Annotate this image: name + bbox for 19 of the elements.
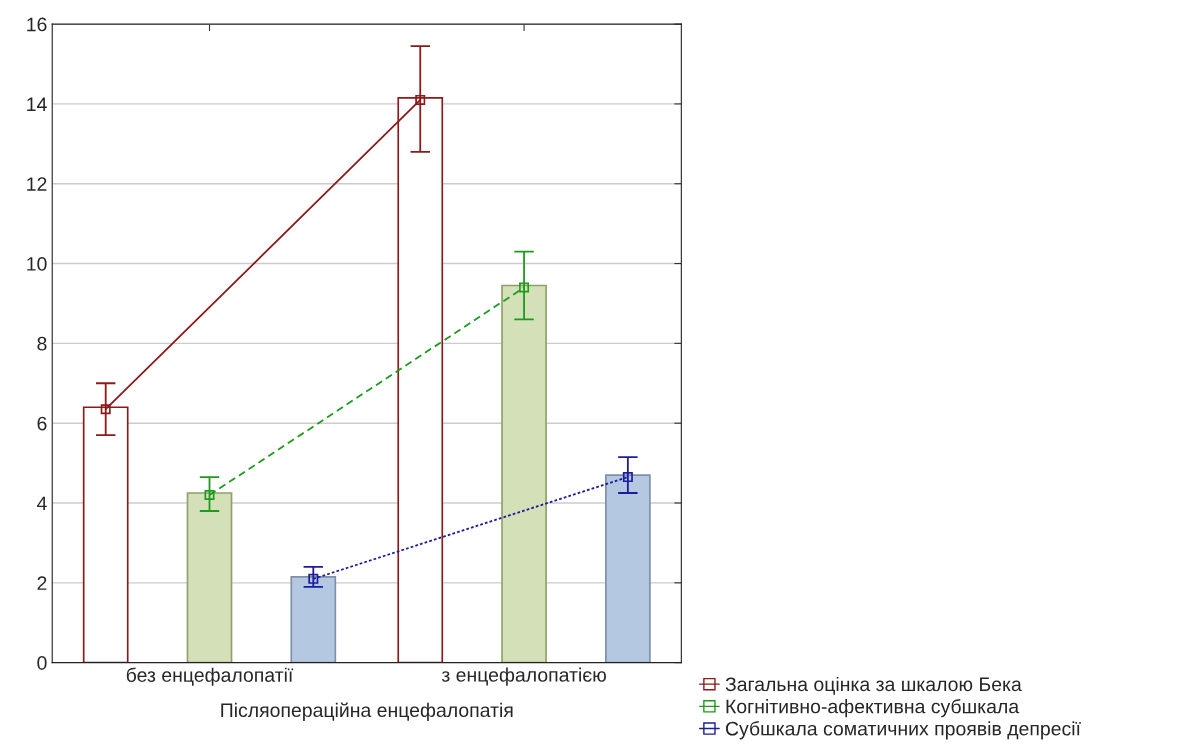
y-tick-label: 16 bbox=[27, 17, 47, 32]
legend-label: Загальна оцінка за шкалою Бека bbox=[725, 676, 1022, 695]
y-tick-label: 6 bbox=[37, 416, 47, 431]
x-axis-title: Післяопераційна енцефалопатія bbox=[221, 702, 513, 721]
x-tick-label: без енцефалопатії bbox=[126, 667, 294, 686]
y-tick-label: 0 bbox=[37, 656, 47, 670]
bar bbox=[501, 284, 547, 663]
y-tick-label: 4 bbox=[37, 496, 47, 511]
legend-label: Когнітивно-афективна субшкала bbox=[726, 698, 1020, 718]
x-tick-label: з енцефалопатією bbox=[441, 667, 606, 686]
bar bbox=[290, 576, 337, 663]
y-tick-label: 14 bbox=[27, 97, 47, 111]
y-tick-label: 12 bbox=[27, 177, 47, 191]
bar bbox=[605, 474, 651, 663]
y-tick-label: 10 bbox=[27, 257, 47, 271]
y-tick-label: 2 bbox=[37, 576, 47, 590]
y-tick-label: 8 bbox=[37, 336, 47, 351]
legend-label: Субшкала соматичних проявів депресії bbox=[725, 721, 1081, 740]
bar bbox=[186, 492, 233, 663]
